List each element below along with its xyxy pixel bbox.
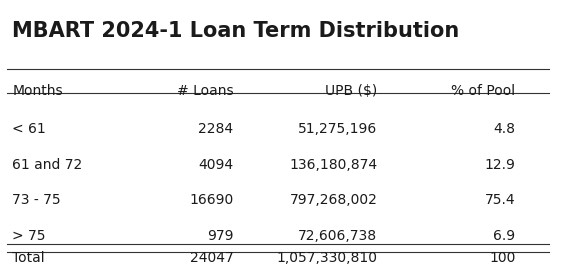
Text: 6.9: 6.9: [494, 229, 516, 243]
Text: % of Pool: % of Pool: [451, 84, 516, 98]
Text: MBART 2024-1 Loan Term Distribution: MBART 2024-1 Loan Term Distribution: [13, 20, 459, 41]
Text: 136,180,874: 136,180,874: [289, 158, 377, 172]
Text: 2284: 2284: [198, 122, 234, 136]
Text: Total: Total: [13, 251, 45, 265]
Text: 73 - 75: 73 - 75: [13, 193, 61, 207]
Text: 4.8: 4.8: [494, 122, 516, 136]
Text: 24047: 24047: [190, 251, 234, 265]
Text: 797,268,002: 797,268,002: [290, 193, 377, 207]
Text: 12.9: 12.9: [484, 158, 516, 172]
Text: 100: 100: [489, 251, 516, 265]
Text: 51,275,196: 51,275,196: [298, 122, 377, 136]
Text: 75.4: 75.4: [485, 193, 516, 207]
Text: 4094: 4094: [198, 158, 234, 172]
Text: # Loans: # Loans: [177, 84, 234, 98]
Text: 979: 979: [207, 229, 234, 243]
Text: 16690: 16690: [189, 193, 234, 207]
Text: 1,057,330,810: 1,057,330,810: [276, 251, 377, 265]
Text: UPB ($): UPB ($): [325, 84, 377, 98]
Text: < 61: < 61: [13, 122, 46, 136]
Text: Months: Months: [13, 84, 63, 98]
Text: 61 and 72: 61 and 72: [13, 158, 83, 172]
Text: > 75: > 75: [13, 229, 46, 243]
Text: 72,606,738: 72,606,738: [298, 229, 377, 243]
